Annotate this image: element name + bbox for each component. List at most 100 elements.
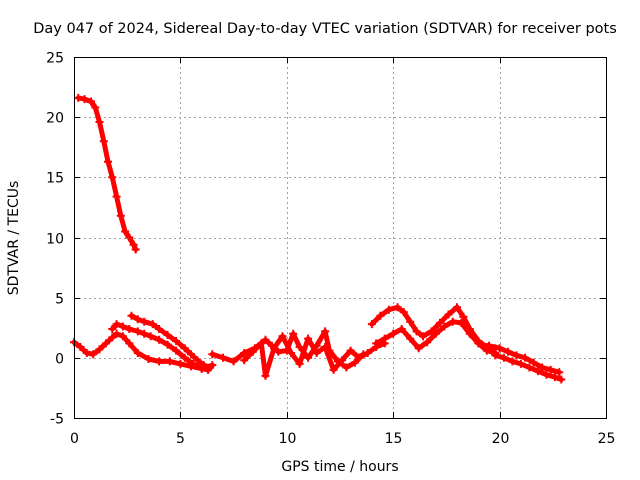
- data-point-marker: [82, 349, 91, 357]
- data-point-marker: [133, 349, 142, 357]
- series-trace: [75, 95, 139, 252]
- data-point-marker: [419, 332, 427, 341]
- data-point-marker: [295, 343, 304, 351]
- data-point-marker: [397, 325, 406, 333]
- data-point-marker: [512, 351, 521, 360]
- series-sat-j: [491, 351, 566, 384]
- data-point-marker: [376, 311, 385, 320]
- y-tick-label: 10: [46, 232, 64, 248]
- y-tick-label: 15: [46, 171, 64, 187]
- data-point-marker: [312, 349, 321, 357]
- data-point-marker: [193, 356, 202, 365]
- data-point-marker: [118, 322, 127, 331]
- data-point-marker: [546, 365, 555, 374]
- data-point-marker: [557, 375, 566, 384]
- data-point-marker: [363, 349, 372, 357]
- data-point-marker: [206, 363, 215, 372]
- data-point-marker: [289, 329, 298, 338]
- data-point-marker: [163, 331, 172, 339]
- data-point-marker: [172, 346, 181, 355]
- data-point-marker: [180, 344, 189, 353]
- series-sat-a: [74, 93, 140, 254]
- data-point-marker: [180, 353, 189, 362]
- data-point-marker: [436, 318, 444, 327]
- data-point-marker: [131, 245, 140, 254]
- series-sat-d: [127, 311, 215, 372]
- data-point-marker: [440, 322, 449, 331]
- data-point-marker: [355, 353, 364, 362]
- data-point-marker: [148, 320, 157, 329]
- data-point-marker: [125, 233, 134, 242]
- plot-frame: [74, 57, 607, 419]
- data-point-marker: [187, 350, 195, 359]
- data-point-marker: [112, 192, 121, 201]
- y-tick-label: 25: [46, 51, 64, 67]
- data-point-marker: [346, 346, 355, 355]
- data-point-marker: [140, 329, 149, 338]
- data-point-marker: [248, 347, 257, 356]
- data-point-marker: [444, 310, 453, 319]
- x-tick-label: 20: [492, 431, 510, 447]
- data-point-marker: [504, 347, 513, 356]
- data-point-marker: [465, 329, 474, 338]
- data-point-marker: [87, 97, 95, 106]
- data-point-marker: [240, 356, 249, 365]
- data-point-marker: [274, 347, 283, 356]
- data-point-marker: [459, 312, 468, 321]
- data-point-marker: [270, 344, 278, 353]
- data-point-marker: [393, 303, 402, 312]
- data-point-marker: [482, 346, 491, 355]
- data-series: [70, 93, 566, 384]
- data-point-marker: [133, 327, 142, 336]
- y-axis-label: SDTVAR / TECUs: [6, 181, 22, 296]
- data-point-marker: [406, 334, 415, 343]
- data-point-marker: [257, 339, 266, 348]
- data-point-marker: [453, 303, 461, 312]
- series-sat-f: [240, 332, 389, 380]
- data-point-marker: [329, 365, 338, 374]
- data-point-marker: [412, 327, 421, 336]
- data-point-marker: [144, 355, 153, 363]
- data-point-marker: [172, 337, 181, 345]
- data-point-marker: [427, 327, 436, 336]
- data-point-marker: [338, 356, 347, 365]
- data-point-marker: [448, 317, 457, 326]
- chart-title: Day 047 of 2024, Sidereal Day-to-day VTE…: [33, 21, 617, 37]
- data-point-marker: [112, 329, 121, 338]
- data-point-marker: [367, 320, 376, 329]
- data-point-marker: [542, 370, 551, 379]
- data-point-marker: [342, 363, 351, 372]
- data-point-marker: [287, 349, 296, 357]
- x-tick-label: 25: [598, 431, 616, 447]
- y-tick-label: -5: [50, 412, 64, 428]
- data-point-marker: [89, 350, 98, 359]
- data-point-marker: [208, 350, 217, 359]
- data-point-marker: [399, 308, 408, 317]
- data-point-marker: [389, 329, 398, 338]
- data-point-marker: [372, 339, 381, 348]
- data-point-marker: [125, 339, 134, 348]
- data-point-marker: [176, 359, 185, 368]
- data-point-marker: [499, 353, 508, 362]
- data-point-marker: [538, 363, 547, 372]
- data-point-marker: [491, 351, 500, 360]
- x-tick-label: 0: [70, 431, 79, 447]
- data-point-marker: [550, 373, 559, 382]
- series-sat-h: [372, 317, 500, 357]
- data-point-marker: [533, 367, 542, 376]
- data-point-marker: [95, 345, 104, 354]
- data-point-marker: [406, 317, 415, 326]
- y-tick-label: 5: [55, 292, 64, 308]
- x-tick-label: 10: [279, 431, 297, 447]
- data-point-marker: [146, 332, 155, 341]
- data-point-marker: [321, 327, 330, 336]
- data-point-marker: [414, 344, 423, 353]
- data-point-marker: [219, 353, 227, 362]
- data-point-marker: [304, 334, 313, 343]
- data-point-marker: [516, 359, 525, 368]
- data-point-marker: [118, 332, 127, 341]
- data-point-marker: [240, 349, 249, 357]
- data-point-marker: [125, 325, 134, 333]
- data-point-marker: [321, 343, 330, 351]
